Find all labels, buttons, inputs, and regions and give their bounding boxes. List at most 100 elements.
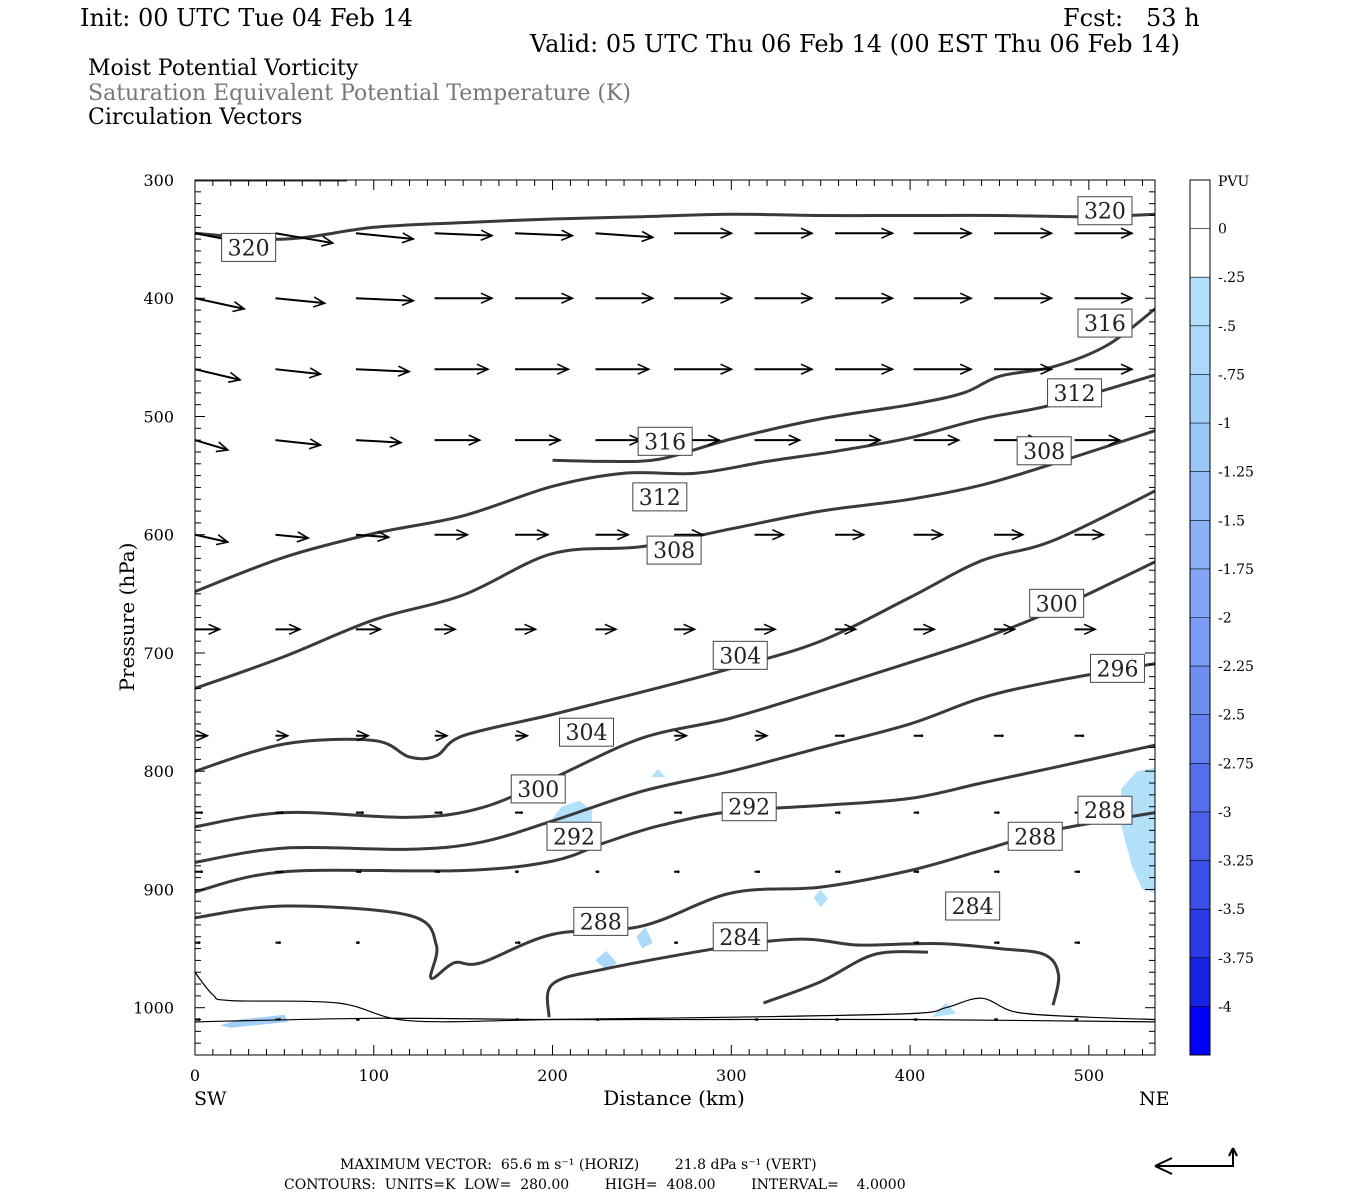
contour-label-box xyxy=(721,792,777,822)
circulation-vector xyxy=(835,734,845,738)
contour-label-box xyxy=(712,640,768,670)
contour-320 xyxy=(195,212,1155,241)
circulation-vector xyxy=(195,368,242,383)
vector-head xyxy=(852,528,866,541)
colorbar-segment xyxy=(1190,471,1210,521)
circulation-vector xyxy=(835,811,841,815)
circulation-vector xyxy=(275,729,290,742)
contour-label-box xyxy=(1047,378,1103,408)
circulation-vector xyxy=(835,528,866,541)
contour-label-box xyxy=(1016,436,1072,466)
circulation-vector xyxy=(674,941,678,945)
vector-head xyxy=(995,1018,998,1021)
vector-head xyxy=(683,623,697,636)
circulation-vector xyxy=(515,292,575,304)
vector-head xyxy=(755,729,769,742)
colorbar-segment xyxy=(1190,423,1210,473)
vector-head xyxy=(1083,623,1098,636)
circulation-vector xyxy=(913,227,974,239)
vector-head xyxy=(516,870,519,874)
circulation-vector xyxy=(835,227,895,239)
vector-head xyxy=(435,729,449,742)
vector-head xyxy=(278,941,281,945)
colorbar-segment xyxy=(1190,228,1210,278)
vector-shaft xyxy=(275,232,334,245)
max-vector-footer: MAXIMUM VECTOR: 65.6 m s⁻¹ (HORIZ) 21.8 … xyxy=(340,1157,817,1173)
colorbar-tick-label: -1.5 xyxy=(1218,513,1245,529)
y-tick-label: 800 xyxy=(143,762,174,781)
vector-head xyxy=(763,623,778,636)
vector-shaft xyxy=(355,232,414,240)
circulation-vector xyxy=(515,623,538,636)
vector-head xyxy=(401,294,416,306)
vector-head xyxy=(996,941,1000,945)
plot-frame xyxy=(194,179,1156,1056)
contour-label-text: 288 xyxy=(1084,799,1126,824)
circulation-vector xyxy=(913,870,920,874)
vector-head xyxy=(480,292,494,304)
vector-head xyxy=(439,811,443,815)
circulation-vector xyxy=(355,232,416,244)
direction-ne: NE xyxy=(1139,1088,1170,1110)
y-tick-label: 900 xyxy=(143,880,174,899)
contour-label-text: 316 xyxy=(644,430,686,455)
circulation-vector xyxy=(514,229,575,241)
contour-label-layer: 320 320 316 316 312 312 308 308 304 304 300 300 296 2… xyxy=(221,196,1145,952)
vector-head xyxy=(312,296,327,308)
vector-head xyxy=(515,729,530,742)
circulation-vector xyxy=(1074,363,1134,375)
vector-head xyxy=(296,531,311,543)
contour-label-284: 284 xyxy=(712,922,768,952)
contour-label-box xyxy=(1077,196,1133,226)
contour-300 xyxy=(195,560,1155,829)
contour-label-text: 304 xyxy=(719,644,761,669)
contour-info-footer: CONTOURS: UNITS=K LOW= 280.00 HIGH= 408.… xyxy=(284,1177,906,1193)
vector-shaft xyxy=(355,533,389,539)
vector-head xyxy=(837,870,841,874)
vector-head xyxy=(1011,528,1025,541)
circulation-vector xyxy=(754,623,778,636)
vector-head xyxy=(637,363,651,375)
contour-label-box xyxy=(646,535,702,565)
contour-label-296: 296 xyxy=(1089,653,1145,683)
colorbar-segment xyxy=(1190,714,1210,764)
x-tick-label: 200 xyxy=(537,1066,568,1085)
circulation-vector xyxy=(994,227,1054,239)
vector-head xyxy=(517,941,521,945)
contour-label-box xyxy=(573,906,629,936)
circulation-vector xyxy=(674,292,734,304)
circulation-vector xyxy=(434,729,449,742)
circulation-vector xyxy=(754,363,814,375)
vector-head xyxy=(757,870,761,874)
circulation-vector xyxy=(595,434,643,446)
colorbar-tick-label: -1.75 xyxy=(1218,562,1254,578)
circulation-vector xyxy=(195,439,230,453)
vector-head xyxy=(280,870,284,874)
circulation-vector xyxy=(275,367,323,379)
contour-label-box xyxy=(632,482,688,512)
circulation-vector xyxy=(994,363,1054,375)
colorbar-segment xyxy=(1190,520,1210,570)
circulation-vector xyxy=(754,227,814,239)
colorbar-segment xyxy=(1190,666,1210,716)
contour-label-box xyxy=(221,232,277,262)
vector-head xyxy=(389,436,403,448)
vector-head xyxy=(916,941,920,945)
contour-label-text: 312 xyxy=(1054,382,1096,407)
contour-label-320: 320 xyxy=(221,232,277,262)
vector-head xyxy=(837,811,841,815)
circulation-vector xyxy=(1074,292,1134,304)
vector-head xyxy=(228,371,242,383)
layer-label-theta: Saturation Equivalent Potential Temperat… xyxy=(88,81,631,106)
circulation-vector xyxy=(754,528,786,541)
x-tick-labels: 0 100 200 300 400 500 xyxy=(190,1066,1104,1085)
colorbar-segment xyxy=(1190,860,1210,910)
vector-head xyxy=(931,528,945,541)
circulation-vector xyxy=(913,434,961,446)
vector-head xyxy=(1108,434,1122,446)
vector-head xyxy=(675,729,689,742)
colorbar-segment xyxy=(1190,617,1210,667)
contour-label-box xyxy=(1007,821,1063,851)
vector-head xyxy=(476,363,490,375)
circulation-vector xyxy=(275,870,284,874)
